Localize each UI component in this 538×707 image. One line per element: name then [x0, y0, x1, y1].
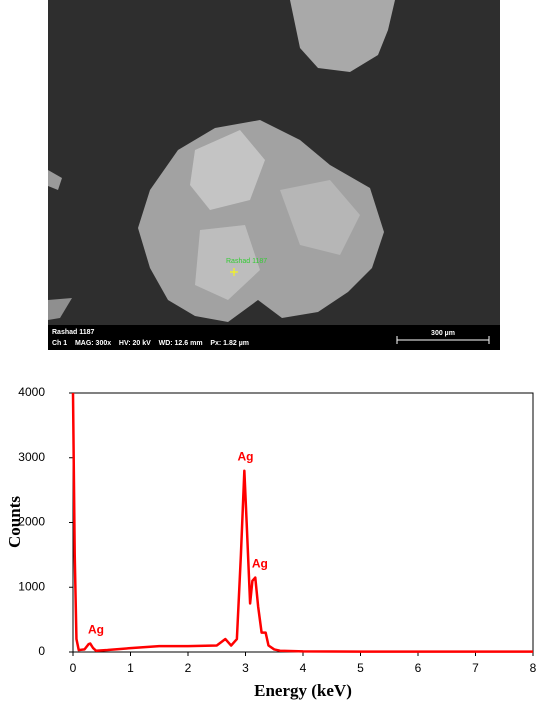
x-tick-label: 1 — [127, 661, 134, 675]
x-tick-label: 7 — [472, 661, 479, 675]
peak-label: Ag — [238, 450, 254, 464]
sem-image: Rashad 1187 Ch 1 MAG: 300x HV: 20 kV WD:… — [48, 0, 500, 350]
x-tick-label: 6 — [415, 661, 422, 675]
peak-label: Ag — [88, 623, 104, 637]
sem-spot-label: Rashad 1187 — [226, 258, 267, 265]
x-tick-label: 2 — [185, 661, 192, 675]
sem-sample: Rashad 1187 — [52, 329, 95, 336]
y-tick-label: 2000 — [18, 515, 45, 529]
y-tick-label: 3000 — [18, 450, 45, 464]
plot-frame — [73, 393, 533, 652]
sem-info: Ch 1 MAG: 300x HV: 20 kV WD: 12.6 mm Px:… — [52, 340, 249, 347]
x-tick-label: 8 — [530, 661, 537, 675]
y-tick-label: 0 — [38, 644, 45, 658]
spectrum-line — [73, 393, 533, 652]
peak-label: Ag — [252, 557, 268, 571]
sem-scale: 300 µm — [431, 330, 455, 337]
y-tick-label: 1000 — [18, 579, 45, 593]
x-tick-label: 3 — [242, 661, 249, 675]
x-axis-label: Energy (keV) — [254, 681, 352, 700]
y-tick-label: 4000 — [18, 385, 45, 399]
figure: Rashad 1187 Ch 1 MAG: 300x HV: 20 kV WD:… — [0, 0, 538, 707]
x-tick-label: 5 — [357, 661, 364, 675]
x-tick-label: 0 — [70, 661, 77, 675]
x-tick-label: 4 — [300, 661, 307, 675]
